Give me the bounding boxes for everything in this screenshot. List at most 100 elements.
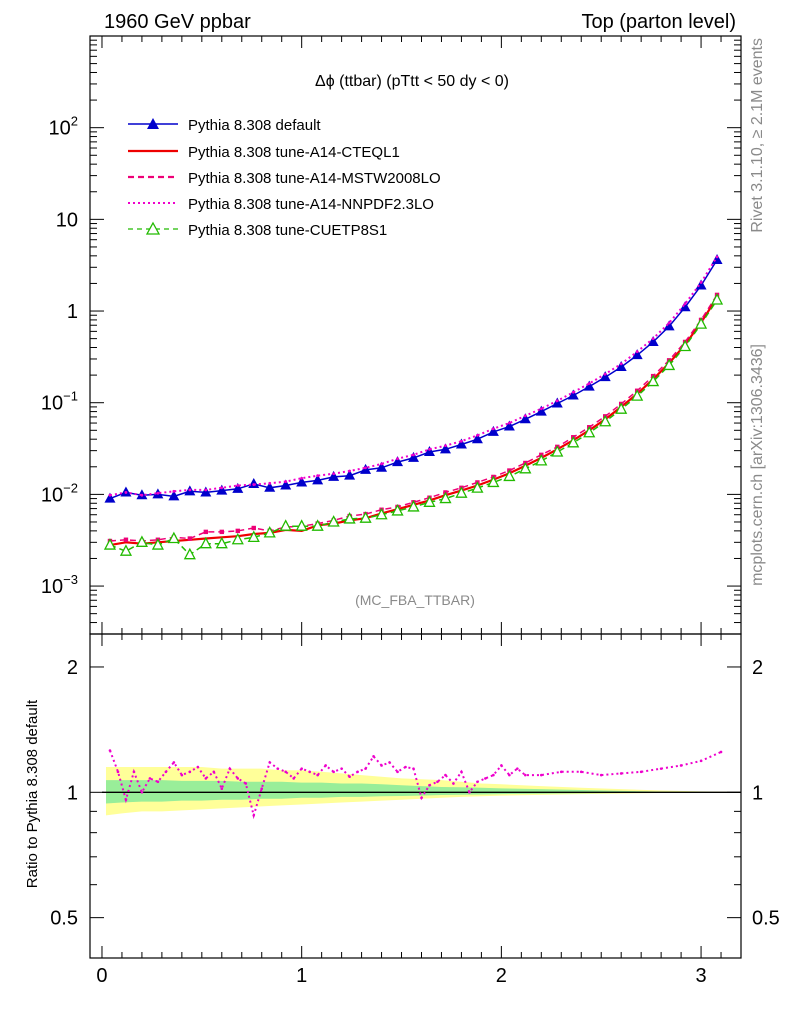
series-4-point [663, 358, 676, 371]
series-3-point [715, 255, 719, 259]
series-3-point [316, 474, 320, 478]
series-0-point [471, 433, 483, 444]
ratio-point [404, 765, 407, 769]
ratio-point [124, 798, 128, 801]
series-4-point [423, 495, 436, 507]
series-0-point [519, 413, 531, 424]
ratio-y-tick-label-right: 0.5 [752, 908, 780, 930]
ratio-point [436, 780, 439, 784]
ratio-point [659, 767, 663, 770]
series-4-point [391, 504, 404, 516]
ratio-point [220, 787, 224, 791]
ratio-point [476, 780, 479, 784]
series-4-point [471, 481, 484, 493]
series-4-point [103, 538, 117, 550]
ratio-point [699, 759, 703, 763]
plot-title: Δϕ (ttbar) (pTtt < 50 dy < 0) [315, 73, 509, 90]
header-left: 1960 GeV ppbar [104, 11, 251, 33]
series-0-point [535, 405, 547, 416]
series-3-point [204, 488, 208, 492]
series-3-point [555, 399, 559, 403]
ratio-point [212, 770, 216, 774]
series-3-point [444, 444, 447, 448]
series-3-point [507, 421, 511, 425]
ratio-point [679, 764, 683, 767]
ratio-point [412, 767, 415, 770]
ratio-point [356, 770, 359, 774]
ratio-point [460, 770, 463, 774]
ratio-point [196, 765, 200, 769]
ratio-point [308, 770, 311, 774]
series-3-point [460, 439, 463, 443]
series-3-point [476, 433, 479, 437]
ratio-point [132, 770, 136, 774]
ratio-point [639, 770, 643, 774]
series-0-point [168, 490, 180, 501]
series-3-point [252, 483, 256, 486]
series-3-point [332, 472, 336, 476]
ratio-point [428, 783, 431, 787]
legend-entry-cuetp8s1: Pythia 8.308 tune-CUETP8S1 [128, 221, 387, 239]
ratio-y-tick-label-right: 2 [752, 657, 763, 679]
ratio-point [599, 773, 603, 777]
series-4-point [583, 425, 596, 438]
series-4-point [710, 293, 724, 305]
series-0-point [647, 335, 659, 346]
ratio-point [500, 764, 503, 767]
ratio-y-tick-label-left: 0.5 [50, 908, 78, 930]
series-3-point [380, 462, 383, 466]
series-4-point [119, 544, 133, 556]
ratio-point [252, 814, 256, 817]
series-3-point [172, 489, 176, 493]
series-3-point [300, 476, 304, 480]
series-0-point [631, 349, 643, 360]
series-4-point [551, 445, 564, 457]
ratio-point [524, 773, 527, 777]
series-4-point [647, 374, 660, 387]
series-0-point [663, 320, 675, 331]
ratio-point [452, 782, 455, 785]
series-0-point [551, 397, 563, 408]
series-3-point [412, 453, 415, 457]
series-4-point [487, 475, 500, 488]
series-2-point [235, 528, 240, 534]
series-4-point [263, 526, 276, 538]
ratio-point [492, 773, 495, 777]
series-2-point [251, 525, 256, 531]
ratio-point [324, 764, 327, 767]
series-0-point [423, 445, 435, 456]
series-0-point [376, 461, 388, 472]
series-3-point [396, 457, 399, 461]
series-4-point [615, 402, 628, 414]
ratio-point [420, 796, 423, 800]
ratio-band [101, 767, 741, 816]
axis-ticks: 0 1 2 3 10−3 10−2 10−1 1 10 102 0.5 0.5 1 1 2 2 [41, 35, 780, 987]
series-line-2 [109, 294, 718, 542]
series-3-point [603, 372, 607, 376]
series-4-point [183, 547, 196, 560]
ratio-y-tick-label-left: 2 [67, 657, 78, 679]
series-3-point [571, 390, 575, 394]
ratio-point [188, 770, 192, 774]
x-tick-label: 0 [96, 965, 107, 987]
legend-marker-open-triangle [145, 221, 161, 235]
series-0-point [439, 443, 451, 454]
series-4-point [135, 535, 148, 547]
ratio-point [116, 770, 120, 774]
series-0-point [232, 482, 244, 493]
series-0-point [408, 451, 420, 462]
ratio-point [340, 767, 343, 770]
ratio-point [484, 777, 487, 780]
main-y-tick-label: 10−3 [41, 572, 78, 598]
ratio-point [156, 780, 160, 784]
series-2-point [187, 536, 193, 541]
series-0-point [104, 492, 116, 503]
series-4-point [599, 414, 612, 427]
series-0-point [455, 438, 467, 449]
series-0-point [679, 301, 691, 312]
legend-entry-nnpdf: Pythia 8.308 tune-A14-NNPDF2.3LO [128, 196, 434, 213]
series-4-point [343, 512, 356, 524]
series-4-point [279, 519, 292, 531]
ratio-point [140, 791, 144, 794]
ratio-point [172, 761, 176, 764]
